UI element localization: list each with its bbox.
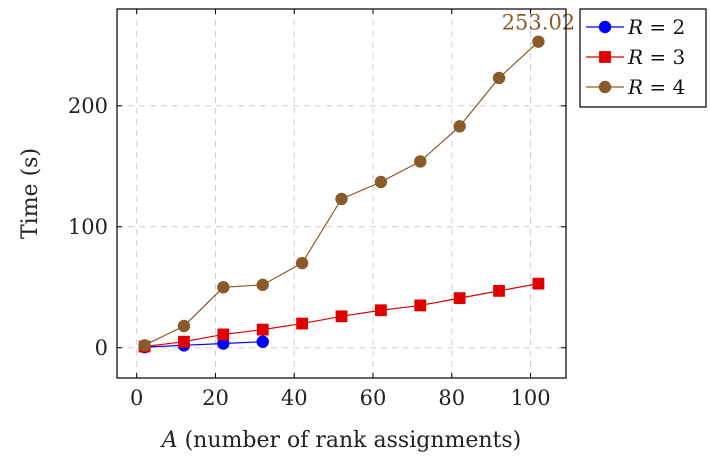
x-axis-label-rest: (number of rank assignments) [178,428,522,453]
value-annotation: 253.02 [502,11,575,35]
data-point [414,155,427,168]
data-point [256,278,269,292]
legend-label-var: R [627,75,643,99]
x-axis-label-var: A [160,428,178,453]
legend-label-var: R [627,45,643,69]
data-point [374,175,388,189]
legend-label-rest: = 2 [643,15,685,39]
x-tick-label: 60 [360,386,387,410]
legend-item: R = 4 [586,75,685,99]
data-point [532,35,545,48]
data-point [493,284,505,297]
x-tick-label: 20 [202,386,229,410]
data-point [178,335,190,348]
data-point [177,319,191,333]
series-3 [138,277,545,353]
data-point [532,277,545,290]
legend-label: R = 4 [627,75,685,99]
series-line [144,341,263,348]
data-point [296,317,309,330]
legend-label: R = 3 [627,45,685,69]
legend-item: R = 2 [586,15,685,39]
data-point [256,323,269,336]
y-tick-label: 0 [95,336,108,360]
y-axis-label: Time (s) [18,148,43,239]
data-point [414,299,427,312]
data-point [217,328,230,341]
legend-marker [598,80,612,94]
data-point [335,310,348,323]
y-tick-label: 100 [68,215,108,239]
axis-ticks: 0 20 40 60 80 100 0 100 200 [68,9,566,410]
legend: R = 2R = 3R = 4 [579,8,707,108]
grid-lines [117,9,566,378]
plot-frame [116,8,567,379]
data-point [374,304,387,317]
y-tick-label: 200 [68,94,108,118]
data-point [295,256,309,270]
legend-label-var: R [627,15,643,39]
legend-marker [598,20,612,34]
data-point [217,281,230,294]
data-point [453,120,466,133]
data-point [138,339,151,352]
series-layer [138,35,545,354]
x-tick-label: 100 [511,386,551,410]
data-point [492,71,506,85]
annotations: 253.02 [502,11,575,35]
legend-item: R = 3 [586,45,685,69]
legend-label: R = 2 [627,15,685,39]
data-point [335,192,348,206]
x-axis-label: A (number of rank assignments) [160,428,522,453]
data-point [453,292,466,305]
legend-marker [599,51,611,63]
legend-label-rest: = 4 [643,75,685,99]
x-tick-label: 40 [281,386,308,410]
data-point [256,335,269,348]
series-4 [138,35,545,352]
x-tick-label: 80 [438,386,465,410]
legend-label-rest: = 3 [643,45,685,69]
x-tick-label: 0 [130,386,143,410]
